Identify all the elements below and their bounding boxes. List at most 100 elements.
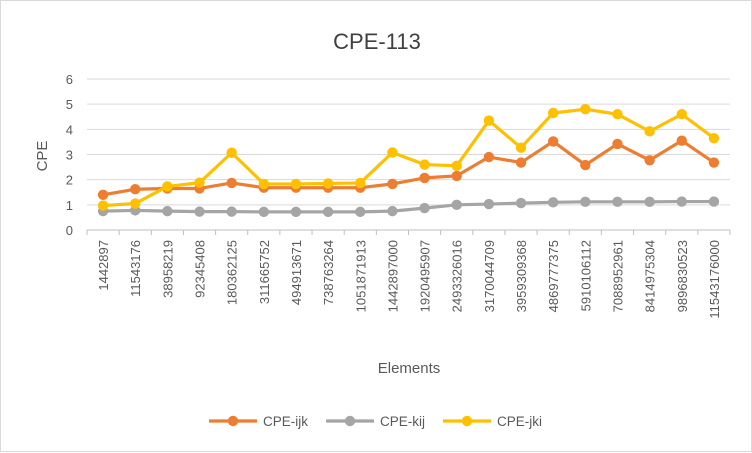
data-point-cpe-jki <box>580 104 591 115</box>
data-point-cpe-ijk <box>97 189 109 200</box>
y-tick-label: 3 <box>66 148 73 163</box>
legend-marker-cpe-jki <box>461 415 473 427</box>
y-axis: 0 1 2 3 4 5 6 <box>66 72 73 238</box>
data-point-cpe-ijk <box>451 170 462 182</box>
data-point-cpe-jki <box>708 132 720 144</box>
data-point-cpe-jki <box>483 115 495 126</box>
data-point-cpe-ijk <box>612 138 623 150</box>
y-tick-label: 6 <box>66 72 73 87</box>
x-tick-label: 1442897000 <box>385 240 400 312</box>
legend-item-cpe-ijk: CPE-ijk <box>209 414 308 429</box>
data-point-cpe-jki <box>419 159 430 170</box>
x-tick-label: 5910106112 <box>578 240 593 311</box>
data-point-cpe-jki <box>322 178 334 189</box>
x-tick-label: 3170044709 <box>482 240 497 312</box>
data-point-cpe-kij <box>708 196 720 207</box>
data-point-cpe-kij <box>451 199 462 211</box>
data-point-cpe-kij <box>483 198 495 210</box>
data-point-cpe-kij <box>226 206 237 217</box>
data-point-cpe-kij <box>580 196 591 208</box>
data-point-cpe-kij <box>419 202 430 214</box>
x-tick-label: 92345408 <box>193 240 208 298</box>
data-point-cpe-kij <box>612 196 623 208</box>
legend-label-cpe-ijk: CPE-ijk <box>263 414 308 429</box>
x-tick-label: 9896830523 <box>675 240 690 312</box>
data-point-cpe-ijk <box>419 172 430 184</box>
data-point-cpe-kij <box>194 206 205 217</box>
data-point-cpe-jki <box>515 142 527 153</box>
data-point-cpe-kij <box>162 205 173 217</box>
chart-title: CPE-113 <box>333 29 421 54</box>
data-point-cpe-jki <box>97 200 109 211</box>
data-point-cpe-kij <box>290 206 302 218</box>
data-point-cpe-ijk <box>580 159 591 171</box>
series-cpe-ijk <box>97 135 720 200</box>
data-point-cpe-kij <box>355 206 366 218</box>
data-point-cpe-jki <box>258 178 270 190</box>
data-point-cpe-jki <box>387 147 398 158</box>
x-tick-label: 7088952961 <box>610 240 625 312</box>
data-point-cpe-kij <box>644 196 655 208</box>
x-tick-label: 3959309368 <box>514 240 529 312</box>
data-point-cpe-kij <box>515 197 527 209</box>
y-tick-label: 2 <box>66 173 73 188</box>
x-tick-label: 11543176 <box>128 240 143 297</box>
x-tick-label: 180362125 <box>225 240 240 305</box>
x-tick-label: 311665752 <box>257 240 272 304</box>
y-axis-title: CPE <box>34 141 51 172</box>
data-point-cpe-ijk <box>130 184 141 195</box>
x-tick-label: 8414975304 <box>643 240 658 312</box>
legend-item-cpe-kij: CPE-kij <box>326 414 425 429</box>
x-axis-title: Elements <box>378 360 441 377</box>
data-point-cpe-ijk <box>387 178 398 190</box>
data-point-cpe-kij <box>322 206 334 218</box>
data-point-cpe-ijk <box>483 151 495 163</box>
legend-label-cpe-jki: CPE-jki <box>497 414 542 429</box>
series-line-cpe-kij <box>101 199 716 214</box>
x-tick-label: 1051871913 <box>353 240 368 312</box>
x-tick-label: 1920495907 <box>418 240 433 312</box>
legend: CPE-ijk CPE-kij CPE-jki <box>209 414 542 429</box>
data-point-cpe-ijk <box>708 157 720 168</box>
data-point-cpe-jki <box>290 178 302 190</box>
x-tick-label: 11543176000 <box>707 240 722 319</box>
data-point-cpe-jki <box>162 181 173 192</box>
legend-label-cpe-kij: CPE-kij <box>380 414 425 429</box>
data-point-cpe-jki <box>194 177 205 188</box>
data-point-cpe-ijk <box>226 177 237 189</box>
x-tick-label: 494913671 <box>289 240 304 305</box>
series-line-cpe-jki <box>101 107 716 208</box>
y-tick-label: 0 <box>66 223 73 238</box>
y-tick-label: 4 <box>66 122 73 137</box>
x-tick-label: 738763264 <box>321 240 336 305</box>
x-tick-label: 38958219 <box>160 240 175 298</box>
data-point-cpe-jki <box>676 109 687 120</box>
data-point-cpe-kij <box>547 197 559 208</box>
y-tick-label: 1 <box>66 198 73 213</box>
data-point-cpe-kij <box>258 206 270 218</box>
x-axis: 1442897 11543176 38958219 92345408 180362125… <box>86 229 731 319</box>
legend-marker-cpe-kij <box>344 415 356 427</box>
data-point-cpe-ijk <box>644 155 655 166</box>
series-line-cpe-ijk <box>101 139 716 197</box>
data-point-cpe-kij <box>387 205 398 217</box>
series-cpe-jki <box>97 104 720 211</box>
data-point-cpe-jki <box>547 107 559 119</box>
x-tick-label: 1442897 <box>96 240 111 291</box>
data-point-cpe-jki <box>355 177 366 189</box>
x-tick-label: 2493326016 <box>450 240 465 312</box>
data-point-cpe-ijk <box>515 157 527 168</box>
data-point-cpe-jki <box>130 198 141 209</box>
x-tick-label: 4869777375 <box>546 240 561 312</box>
gridlines <box>87 78 730 206</box>
data-point-cpe-ijk <box>676 135 687 146</box>
data-point-cpe-jki <box>226 147 237 158</box>
data-point-cpe-kij <box>676 196 687 207</box>
legend-item-cpe-jki: CPE-jki <box>443 414 542 429</box>
data-point-cpe-jki <box>451 160 462 172</box>
data-point-cpe-jki <box>644 126 655 137</box>
data-point-cpe-jki <box>612 109 623 120</box>
series-layer <box>97 104 720 218</box>
